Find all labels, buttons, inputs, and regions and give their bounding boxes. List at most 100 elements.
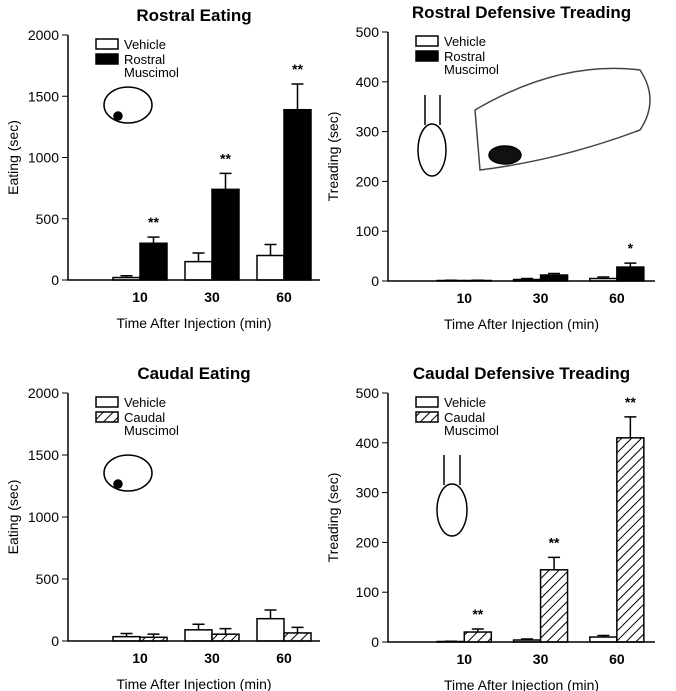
error-bar xyxy=(624,262,637,268)
error-bar xyxy=(147,236,160,244)
annotation: ** xyxy=(148,214,159,230)
bar xyxy=(139,242,168,281)
y-axis-label: Eating (sec) xyxy=(5,120,21,195)
error-bar xyxy=(548,272,561,276)
x-axis-label: Time After Injection (min) xyxy=(444,316,599,332)
legend-swatch xyxy=(415,411,439,423)
bar xyxy=(539,274,569,282)
x-tick-label: 10 xyxy=(456,290,472,306)
y-tick-label: 1500 xyxy=(28,447,59,463)
y-tick-label: 2000 xyxy=(28,27,59,43)
legend-swatch xyxy=(415,50,439,62)
error-bar xyxy=(597,276,610,279)
bar xyxy=(184,629,213,642)
legend-swatch xyxy=(95,38,119,50)
legend-label: Vehicle xyxy=(124,37,166,52)
x-tick-label: 60 xyxy=(609,290,625,306)
error-bar xyxy=(548,556,561,570)
error-bar xyxy=(219,172,232,190)
y-tick-label: 200 xyxy=(356,534,380,550)
y-tick-label: 500 xyxy=(356,385,380,401)
axes xyxy=(387,32,655,282)
bar xyxy=(539,569,569,643)
y-tick-label: 0 xyxy=(51,633,59,649)
annotation: ** xyxy=(472,606,483,622)
legend-label: Vehicle xyxy=(124,395,166,410)
annotation: ** xyxy=(220,150,231,166)
x-tick-label: 10 xyxy=(132,650,148,666)
x-tick-label: 10 xyxy=(456,651,472,667)
y-tick-label: 0 xyxy=(51,272,59,288)
legend-label: Rostral Muscimol xyxy=(444,49,499,77)
y-tick-label: 500 xyxy=(36,571,60,587)
bar xyxy=(283,632,312,642)
y-tick-label: 0 xyxy=(371,273,379,289)
error-bar xyxy=(291,626,304,633)
y-axis-label: Treading (sec) xyxy=(325,112,341,202)
legend-label: Rostral Muscimol xyxy=(124,52,179,80)
error-bar xyxy=(264,243,277,256)
legend-label: Caudal Muscimol xyxy=(124,410,179,438)
y-tick-label: 100 xyxy=(356,223,380,239)
bar xyxy=(256,254,285,281)
y-tick-label: 1000 xyxy=(28,150,59,166)
axes xyxy=(387,393,655,643)
bar xyxy=(256,617,285,642)
x-axis-label: Time After Injection (min) xyxy=(116,676,271,691)
legend-swatch xyxy=(95,53,119,65)
bar xyxy=(463,631,493,643)
annotation: ** xyxy=(625,394,636,410)
x-tick-label: 60 xyxy=(276,289,292,305)
error-bar xyxy=(624,416,637,438)
legend-swatch xyxy=(95,396,119,408)
error-bar xyxy=(471,628,484,633)
x-tick-label: 60 xyxy=(276,650,292,666)
legend-label: Vehicle xyxy=(444,34,486,49)
error-bar xyxy=(597,634,610,638)
chart-title: Caudal Defensive Treading xyxy=(413,364,630,383)
y-tick-label: 0 xyxy=(371,634,379,650)
error-bar xyxy=(521,638,534,641)
y-tick-label: 300 xyxy=(356,124,380,140)
x-axis-label: Time After Injection (min) xyxy=(444,677,599,691)
legend-swatch xyxy=(415,396,439,408)
chart-title: Caudal Eating xyxy=(137,364,250,383)
error-bar xyxy=(147,633,160,638)
annotation: * xyxy=(628,240,634,256)
annotation: ** xyxy=(292,61,303,77)
legend-swatch xyxy=(95,411,119,423)
x-tick-label: 30 xyxy=(204,289,220,305)
y-tick-label: 100 xyxy=(356,584,380,600)
y-axis-label: Treading (sec) xyxy=(325,473,341,563)
bar xyxy=(616,266,645,282)
y-axis-label: Eating (sec) xyxy=(5,480,21,555)
y-tick-label: 2000 xyxy=(28,385,59,401)
bar xyxy=(184,260,213,281)
y-tick-label: 500 xyxy=(356,24,380,40)
error-bar xyxy=(264,609,277,619)
legend-swatch xyxy=(415,35,439,47)
chart-title: Rostral Eating xyxy=(136,6,251,25)
error-bar xyxy=(291,83,304,110)
axes xyxy=(67,35,320,281)
annotation: ** xyxy=(549,534,560,550)
y-tick-label: 1500 xyxy=(28,88,59,104)
x-tick-label: 30 xyxy=(204,650,220,666)
error-bar xyxy=(120,632,133,637)
error-bar xyxy=(192,623,205,630)
error-bar xyxy=(521,277,534,280)
legend-label: Caudal Muscimol xyxy=(444,410,499,438)
chart-title: Rostral Defensive Treading xyxy=(412,3,631,22)
x-tick-label: 30 xyxy=(533,290,549,306)
error-bar xyxy=(120,274,133,278)
error-bar xyxy=(192,252,205,262)
error-bar xyxy=(219,627,232,635)
x-tick-label: 60 xyxy=(609,651,625,667)
illustrations xyxy=(103,67,651,537)
y-tick-label: 1000 xyxy=(28,509,59,525)
x-tick-label: 10 xyxy=(132,289,148,305)
legend-label: Vehicle xyxy=(444,395,486,410)
axes xyxy=(67,393,320,642)
y-tick-label: 400 xyxy=(356,435,380,451)
